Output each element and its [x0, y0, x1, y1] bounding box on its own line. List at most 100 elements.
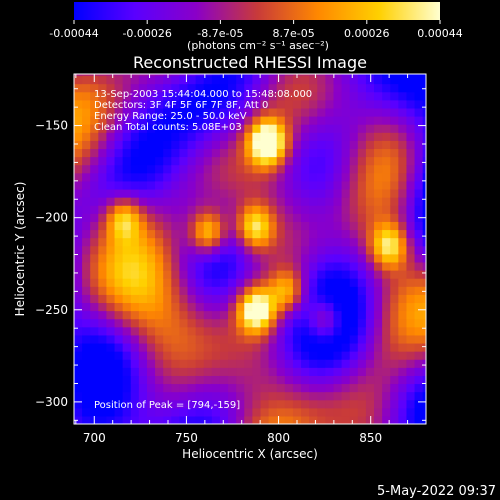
heatmap-cell	[357, 334, 367, 344]
heatmap-cell	[390, 205, 399, 214]
heatmap-cell	[211, 334, 221, 344]
heatmap-cell	[179, 407, 189, 417]
heatmap-cell	[228, 302, 237, 312]
heatmap-cell	[236, 302, 245, 312]
heatmap-cell	[365, 245, 375, 255]
heatmap-cell	[74, 351, 83, 360]
heatmap-cell	[98, 124, 108, 133]
heatmap-cell	[98, 229, 108, 239]
heatmap-cell	[82, 407, 91, 417]
heatmap-cell	[414, 74, 424, 77]
heatmap-cell	[90, 83, 99, 93]
heatmap-cell	[365, 180, 375, 190]
heatmap-cell	[146, 342, 156, 352]
heatmap-cell	[390, 318, 399, 328]
heatmap-cell	[163, 213, 172, 222]
heatmap-cell	[195, 132, 205, 141]
heatmap-cell	[219, 294, 229, 304]
heatmap-cell	[268, 237, 278, 247]
heatmap-cell	[357, 367, 367, 376]
heatmap-cell	[219, 310, 229, 320]
heatmap-cell	[301, 399, 310, 409]
heatmap-cell	[228, 213, 237, 222]
heatmap-cell	[228, 310, 237, 320]
heatmap-cell	[138, 188, 148, 198]
heatmap-cell	[333, 156, 343, 166]
heatmap-cell	[203, 148, 213, 158]
heatmap-cell	[292, 75, 302, 85]
heatmap-cell	[163, 116, 172, 125]
heatmap-cell	[211, 359, 221, 368]
heatmap-cell	[325, 124, 335, 133]
heatmap-cell	[268, 221, 278, 231]
heatmap-cell	[374, 75, 383, 85]
heatmap-cell	[357, 245, 367, 255]
heatmap-cell	[422, 318, 426, 328]
heatmap-cell	[244, 124, 253, 133]
heatmap-cell	[130, 221, 140, 231]
heatmap-cell	[155, 318, 164, 328]
heatmap-cell	[114, 407, 124, 417]
heatmap-cell	[422, 229, 426, 239]
heatmap-cell	[374, 399, 383, 409]
heatmap-cell	[349, 286, 359, 295]
heatmap-cell	[171, 294, 181, 304]
heatmap-cell	[130, 75, 140, 85]
heatmap-cell	[82, 132, 91, 141]
heatmap-cell	[357, 205, 367, 214]
heatmap-cell	[179, 391, 189, 401]
heatmap-cell	[211, 116, 221, 125]
heatmap-cell	[365, 99, 375, 109]
heatmap-cell	[130, 359, 140, 368]
heatmap-cell	[260, 83, 270, 93]
heatmap-cell	[82, 399, 91, 409]
heatmap-cell	[422, 334, 426, 344]
heatmap-cell	[349, 148, 359, 158]
heatmap-cell	[309, 294, 318, 304]
heatmap-cell	[349, 407, 359, 417]
heatmap-cell	[130, 286, 140, 295]
heatmap-cell	[390, 399, 399, 409]
heatmap-cell	[260, 342, 270, 352]
heatmap-cell	[422, 140, 426, 150]
heatmap-cell	[155, 83, 164, 93]
heatmap-cell	[187, 270, 197, 279]
heatmap-cell	[219, 286, 229, 295]
heatmap-cell	[325, 237, 335, 247]
heatmap-cell	[138, 116, 148, 125]
heatmap-cell	[244, 205, 253, 214]
heatmap-cell	[138, 75, 148, 85]
heatmap-cell	[260, 383, 270, 393]
heatmap-cell	[171, 318, 181, 328]
heatmap-cell	[292, 359, 302, 368]
heatmap-cell	[74, 83, 83, 93]
heatmap-cell	[406, 375, 416, 385]
heatmap-cell	[98, 237, 108, 247]
heatmap-cell	[422, 278, 426, 287]
heatmap-cell	[114, 99, 124, 109]
heatmap-cell	[122, 116, 132, 125]
heatmap-cell	[252, 164, 262, 174]
heatmap-cell	[179, 334, 189, 344]
heatmap-cell	[171, 75, 181, 85]
heatmap-cell	[365, 229, 375, 239]
heatmap-cell	[90, 107, 99, 117]
heatmap-cell	[130, 237, 140, 247]
heatmap-cell	[382, 164, 391, 174]
heatmap-cell	[333, 180, 343, 190]
heatmap-cell	[309, 156, 318, 166]
heatmap-cell	[252, 278, 262, 287]
heatmap-cell	[236, 326, 245, 336]
heatmap-cell	[155, 359, 164, 368]
heatmap-cell	[146, 302, 156, 312]
heatmap-cell	[211, 148, 221, 158]
heatmap-cell	[236, 188, 245, 198]
heatmap-cell	[276, 180, 286, 190]
heatmap-cell	[260, 351, 270, 360]
heatmap-cell	[301, 124, 310, 133]
heatmap-cell	[179, 326, 189, 336]
heatmap-cell	[179, 399, 189, 409]
heatmap-cell	[390, 180, 399, 190]
heatmap-cell	[365, 359, 375, 368]
heatmap-cell	[211, 415, 221, 424]
